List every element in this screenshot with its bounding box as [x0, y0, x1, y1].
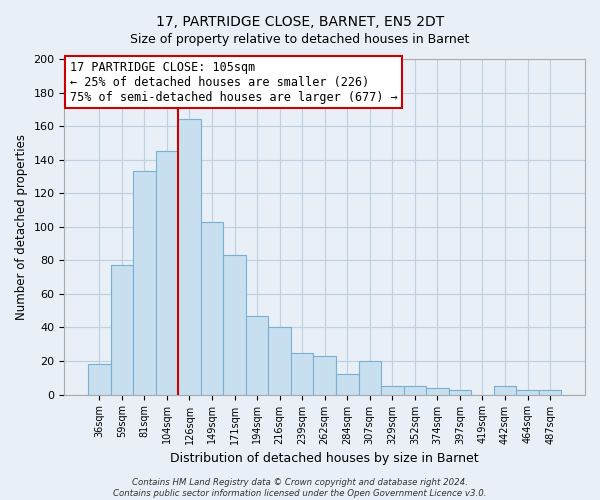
Bar	[246, 316, 268, 394]
Bar	[359, 361, 381, 394]
X-axis label: Distribution of detached houses by size in Barnet: Distribution of detached houses by size …	[170, 452, 479, 465]
Bar	[494, 386, 516, 394]
Bar	[178, 120, 201, 394]
Bar	[268, 328, 291, 394]
Bar	[404, 386, 426, 394]
Bar	[201, 222, 223, 394]
Bar	[88, 364, 110, 394]
Bar	[426, 388, 449, 394]
Bar	[223, 256, 246, 394]
Bar	[336, 374, 359, 394]
Bar	[539, 390, 562, 394]
Bar	[449, 390, 471, 394]
Text: Size of property relative to detached houses in Barnet: Size of property relative to detached ho…	[130, 32, 470, 46]
Y-axis label: Number of detached properties: Number of detached properties	[15, 134, 28, 320]
Bar	[155, 152, 178, 394]
Bar	[516, 390, 539, 394]
Text: 17 PARTRIDGE CLOSE: 105sqm
← 25% of detached houses are smaller (226)
75% of sem: 17 PARTRIDGE CLOSE: 105sqm ← 25% of deta…	[70, 60, 397, 104]
Bar	[313, 356, 336, 395]
Bar	[291, 352, 313, 395]
Text: 17, PARTRIDGE CLOSE, BARNET, EN5 2DT: 17, PARTRIDGE CLOSE, BARNET, EN5 2DT	[156, 15, 444, 29]
Text: Contains HM Land Registry data © Crown copyright and database right 2024.
Contai: Contains HM Land Registry data © Crown c…	[113, 478, 487, 498]
Bar	[133, 172, 155, 394]
Bar	[110, 266, 133, 394]
Bar	[381, 386, 404, 394]
